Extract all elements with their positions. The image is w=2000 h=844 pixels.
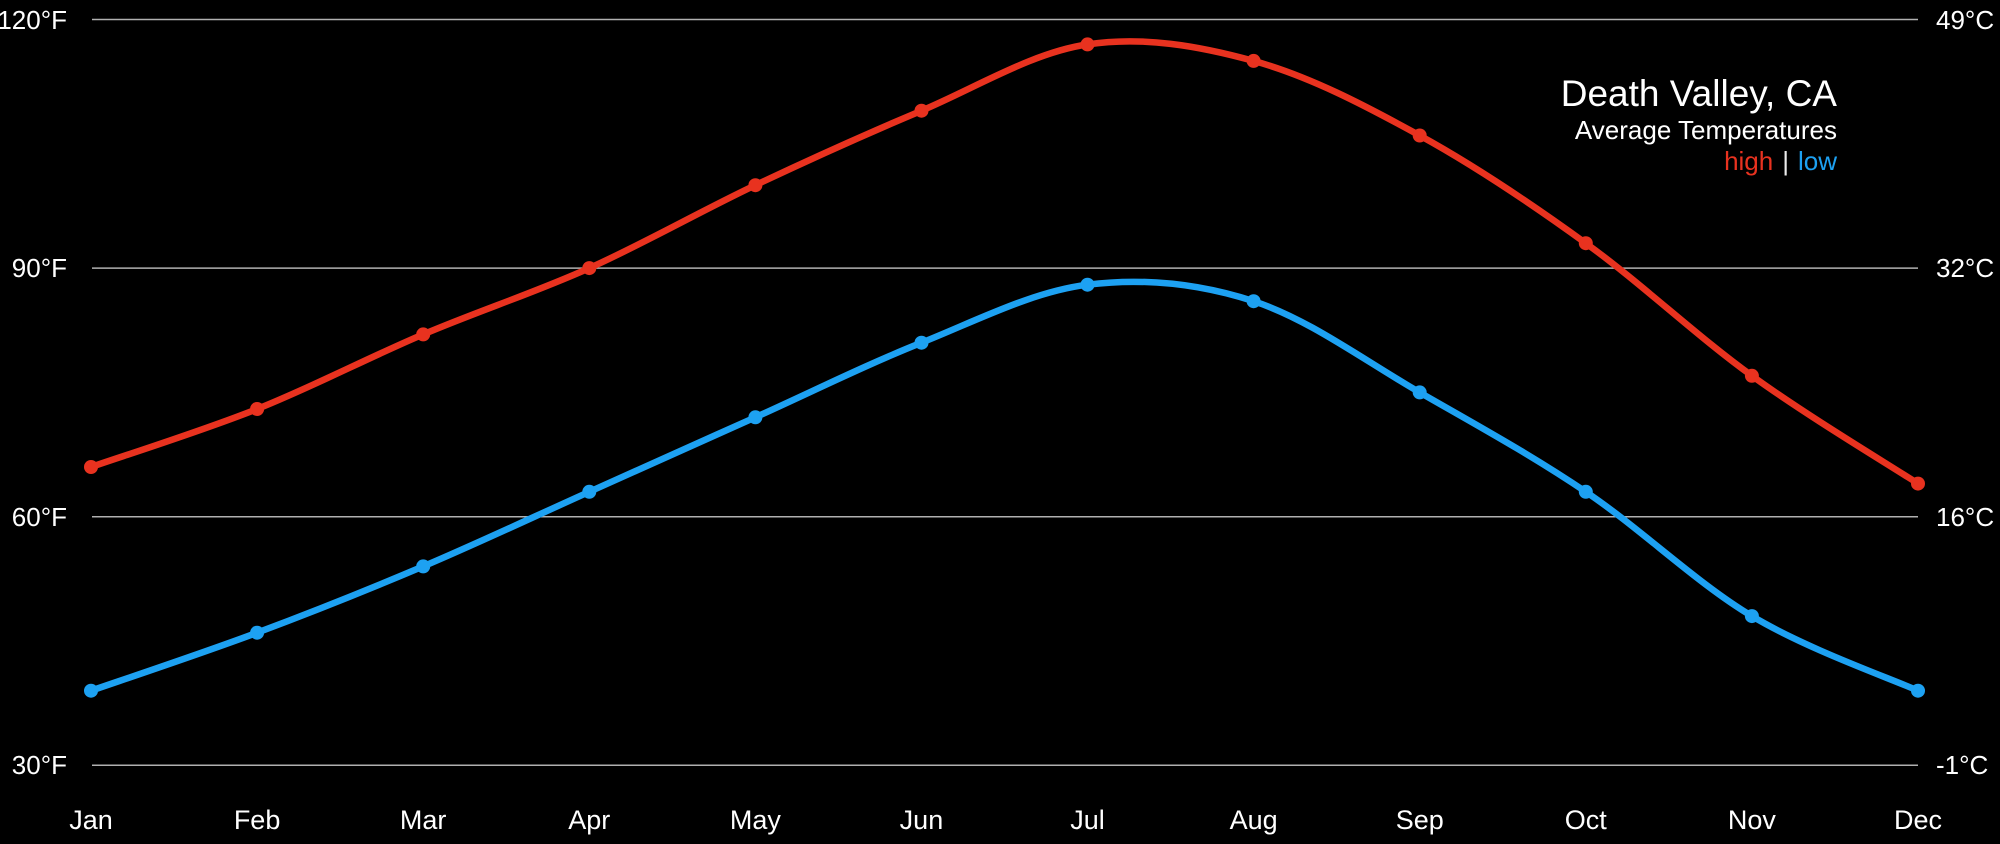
y-axis-label-left-30: 30°F <box>11 750 67 781</box>
x-axis-label-dec: Dec <box>1893 805 1942 835</box>
low-point-Mar <box>416 559 431 574</box>
low-series-line <box>87 278 1922 694</box>
legend-low-label: low <box>1797 146 1837 176</box>
high-point-Apr <box>582 261 597 276</box>
x-axis-label-sep: Sep <box>1395 805 1444 835</box>
low-point-Oct <box>1578 484 1593 499</box>
low-point-Feb <box>250 625 265 640</box>
y-axis-label-left-120: 120°F <box>0 4 67 35</box>
high-point-May <box>748 178 763 193</box>
high-point-Aug <box>1246 53 1261 68</box>
high-point-Jul <box>1080 37 1095 52</box>
y-axis-label-right-16: 16°C <box>1936 501 1995 532</box>
x-axis-label-apr: Apr <box>568 805 611 835</box>
x-axis-label-mar: Mar <box>399 805 447 835</box>
low-point-May <box>748 410 763 425</box>
legend-separator: | <box>1782 146 1789 176</box>
high-point-Dec <box>1911 476 1925 491</box>
high-point-Mar <box>416 327 431 342</box>
y-axis-label-right-32: 32°C <box>1936 253 1995 284</box>
low-point-Nov <box>1744 609 1759 624</box>
low-point-Jun <box>914 335 929 350</box>
high-point-Jun <box>914 103 929 118</box>
low-point-Aug <box>1246 294 1261 309</box>
x-axis-label-jun: Jun <box>899 805 944 835</box>
legend: high | low <box>1724 146 1837 177</box>
x-axis-label-aug: Aug <box>1229 805 1278 835</box>
low-point-Jul <box>1080 277 1095 292</box>
x-axis-label-nov: Nov <box>1727 805 1776 835</box>
high-point-Feb <box>250 402 265 416</box>
y-axis-label-right-49: 49°C <box>1936 4 1995 35</box>
x-axis-label-jan: Jan <box>69 805 113 835</box>
low-point-Jan <box>84 683 98 698</box>
high-point-Oct <box>1578 236 1593 251</box>
chart-subtitle: Average Temperatures <box>1574 115 1837 145</box>
x-axis-label-feb: Feb <box>233 805 281 835</box>
x-axis-label-jul: Jul <box>1070 805 1105 835</box>
high-point-Sep <box>1412 128 1427 143</box>
y-axis-label-left-60: 60°F <box>11 501 67 532</box>
y-axis-label-right--1: -1°C <box>1936 750 1989 781</box>
low-point-Dec <box>1911 683 1925 698</box>
y-axis-label-left-90: 90°F <box>11 253 67 284</box>
chart-title: Death Valley, CA <box>1560 73 1837 114</box>
high-series-line <box>87 38 1922 487</box>
x-axis-label-may: May <box>729 805 781 835</box>
legend-high-label: high <box>1724 146 1774 176</box>
low-point-Apr <box>582 484 597 499</box>
high-point-Jan <box>84 460 98 474</box>
low-point-Sep <box>1412 385 1427 400</box>
high-point-Nov <box>1744 368 1759 383</box>
x-axis-label-oct: Oct <box>1564 805 1607 835</box>
